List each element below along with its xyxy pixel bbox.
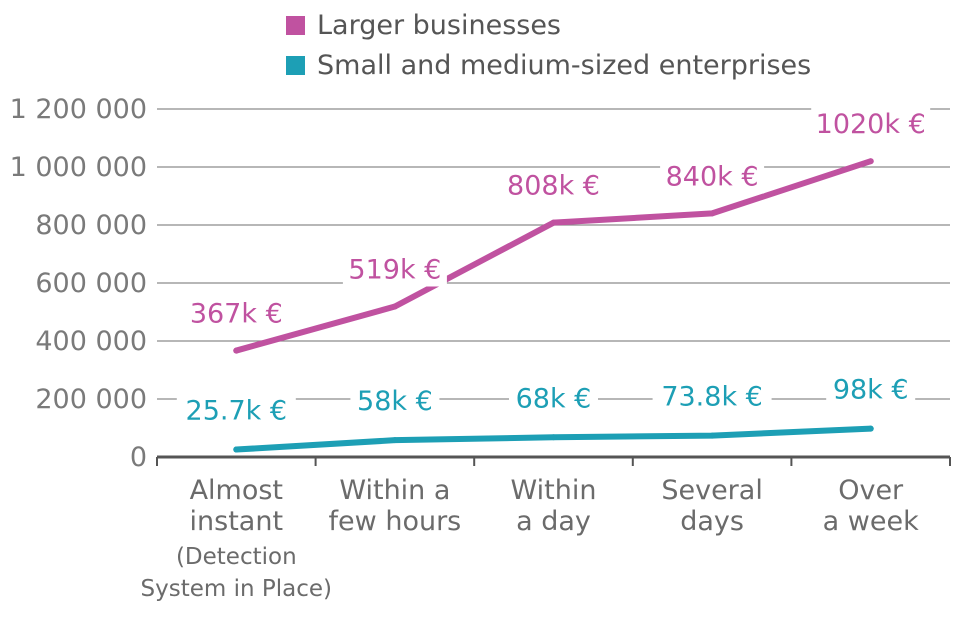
data-label-bg <box>811 107 931 142</box>
data-label-bg <box>509 381 598 416</box>
legend-swatch-large <box>286 16 305 35</box>
data-label-bg <box>652 379 772 414</box>
data-label-bg <box>176 393 296 428</box>
data-label: 25.7k € <box>186 396 288 427</box>
data-point <box>709 210 716 217</box>
legend-item-large: Larger businesses <box>286 10 561 41</box>
y-tick-label: 600 000 <box>35 268 147 299</box>
data-label-bg <box>184 296 289 331</box>
x-tick-note: System in Place) <box>141 576 332 602</box>
data-point <box>391 437 398 444</box>
y-tick-label: 200 000 <box>35 384 147 415</box>
data-label-bg <box>660 159 765 194</box>
x-tick-label: instant <box>190 506 284 537</box>
x-tick-label: a day <box>516 506 591 537</box>
data-point <box>550 219 557 226</box>
data-label: 98k € <box>833 375 909 406</box>
data-label-bg <box>501 168 606 203</box>
data-label: 808k € <box>507 171 600 202</box>
data-label-bg <box>826 372 916 407</box>
data-label: 1020k € <box>816 109 926 140</box>
x-tick-label: Within <box>511 475 597 506</box>
x-tick-label: few hours <box>329 506 462 537</box>
data-label-bg <box>342 252 447 287</box>
data-label: 519k € <box>348 254 441 285</box>
legend-swatch-sme <box>286 56 305 75</box>
data-label: 58k € <box>357 386 433 417</box>
data-point <box>867 158 874 165</box>
x-tick-label: Several <box>661 475 763 506</box>
data-point <box>867 425 874 432</box>
x-tick-label: a week <box>823 506 919 537</box>
x-tick-label: Over <box>838 475 904 506</box>
x-tick-label: Almost <box>190 475 283 506</box>
legend-label-large: Larger businesses <box>317 10 562 41</box>
data-label: 840k € <box>666 161 759 192</box>
data-label: 367k € <box>190 299 283 330</box>
x-tick-label: days <box>680 506 744 537</box>
data-point <box>391 303 398 310</box>
y-tick-label: 1 200 000 <box>10 94 147 125</box>
y-tick-label: 800 000 <box>35 210 147 241</box>
y-tick-label: 1 000 000 <box>10 152 147 183</box>
y-tick-label: 400 000 <box>35 326 147 357</box>
data-label: 73.8k € <box>661 382 763 413</box>
data-label: 68k € <box>516 383 592 414</box>
y-tick-label: 0 <box>130 442 147 473</box>
data-label-bg <box>350 384 440 419</box>
legend-item-sme: Small and medium-sized enterprises <box>286 50 811 81</box>
data-point <box>550 434 557 441</box>
legend-label-sme: Small and medium-sized enterprises <box>317 50 812 81</box>
x-tick-note: (Detection <box>176 544 297 570</box>
data-point <box>709 432 716 439</box>
data-point <box>233 446 240 453</box>
data-point <box>233 347 240 354</box>
x-tick-label: Within a <box>339 475 450 506</box>
